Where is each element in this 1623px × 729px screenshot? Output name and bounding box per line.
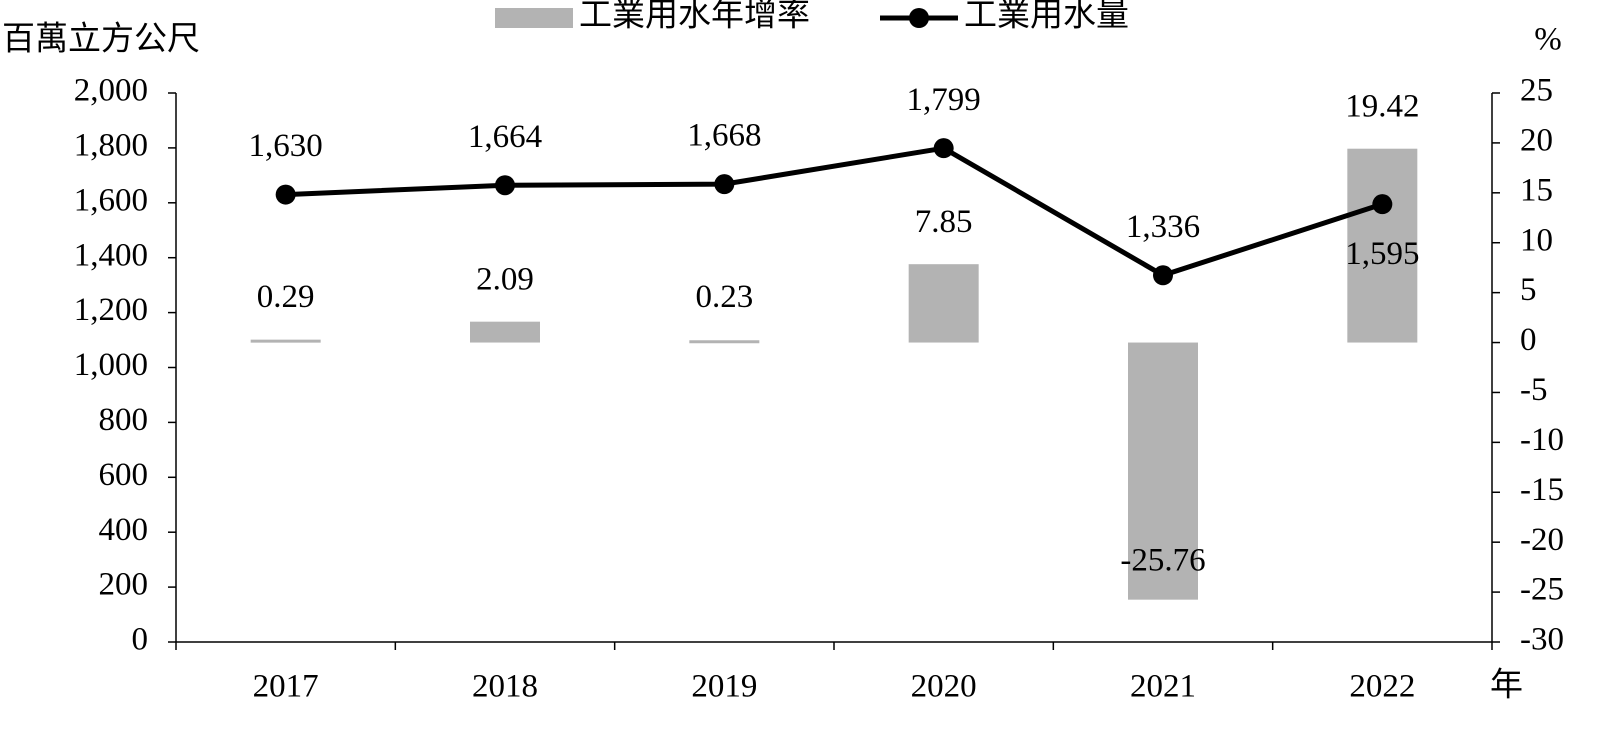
legend-label: 工業用水年增率 — [579, 0, 810, 34]
y-axis-label: 百萬立方公尺 — [2, 21, 200, 58]
line-point — [1372, 194, 1393, 215]
line-point — [714, 174, 735, 195]
y2-tick-label: 10 — [1520, 222, 1553, 258]
y2-tick-label: -15 — [1520, 472, 1564, 508]
bar — [689, 340, 760, 344]
line-label: 1,664 — [468, 119, 542, 155]
bar-label: -25.76 — [1120, 542, 1205, 578]
y2-tick-label: -5 — [1520, 372, 1548, 408]
y-tick-label: 1,400 — [74, 237, 148, 273]
y-tick-label: 1,800 — [74, 127, 148, 163]
legend-label: 工業用水量 — [964, 0, 1129, 34]
bar-label: 7.85 — [915, 204, 973, 240]
bar — [250, 339, 321, 343]
x-tick-label: 2018 — [472, 669, 538, 705]
bar — [908, 264, 979, 343]
x-tick-label: 2020 — [911, 669, 977, 705]
x-axis-label: 年 — [1490, 667, 1523, 704]
line-point — [495, 175, 515, 196]
bar-label: 19.42 — [1345, 88, 1419, 124]
x-tick-label: 2021 — [1130, 669, 1196, 705]
bar-label: 2.09 — [476, 261, 534, 297]
line-point — [933, 138, 954, 159]
line-label: 1,799 — [907, 82, 981, 118]
y-tick-label: 1,200 — [74, 292, 148, 328]
line-point — [1153, 265, 1173, 286]
line — [285, 145, 1384, 278]
y-tick-label: 800 — [99, 402, 149, 438]
y2-tick-label: -20 — [1520, 522, 1564, 558]
y-tick-label: 200 — [99, 567, 149, 603]
y-tick-label: 1,600 — [74, 182, 148, 218]
y2-axis-label: % — [1534, 22, 1562, 58]
line-label: 1,668 — [687, 118, 761, 154]
legend-swatch — [909, 8, 929, 28]
bar — [1128, 342, 1198, 600]
line-label: 1,595 — [1345, 236, 1419, 272]
bar — [470, 321, 540, 343]
bar-label: 0.23 — [695, 279, 753, 315]
line-label: 1,336 — [1126, 209, 1200, 245]
x-tick-label: 2017 — [253, 669, 319, 705]
line-point — [275, 184, 296, 205]
y2-tick-label: 20 — [1520, 122, 1553, 158]
y2-tick-label: 0 — [1520, 322, 1537, 358]
y2-tick-label: -10 — [1520, 422, 1564, 458]
y-tick-label: 0 — [132, 622, 149, 658]
y-tick-label: 400 — [99, 512, 149, 548]
y2-tick-label: -30 — [1520, 622, 1564, 658]
y-tick-label: 2,000 — [74, 73, 148, 109]
y2-tick-label: -25 — [1520, 572, 1564, 608]
x-tick-label: 2019 — [691, 669, 757, 705]
line-label: 1,630 — [249, 128, 323, 164]
bar-label: 0.29 — [257, 279, 315, 315]
bar — [1347, 148, 1418, 343]
legend-swatch — [495, 8, 573, 28]
y2-tick-label: 15 — [1520, 172, 1553, 208]
y-tick-label: 1,000 — [74, 347, 148, 383]
y2-tick-label: 5 — [1520, 272, 1537, 308]
x-tick-label: 2022 — [1349, 669, 1415, 705]
y2-tick-label: 25 — [1520, 73, 1553, 109]
y-tick-label: 600 — [99, 457, 149, 493]
